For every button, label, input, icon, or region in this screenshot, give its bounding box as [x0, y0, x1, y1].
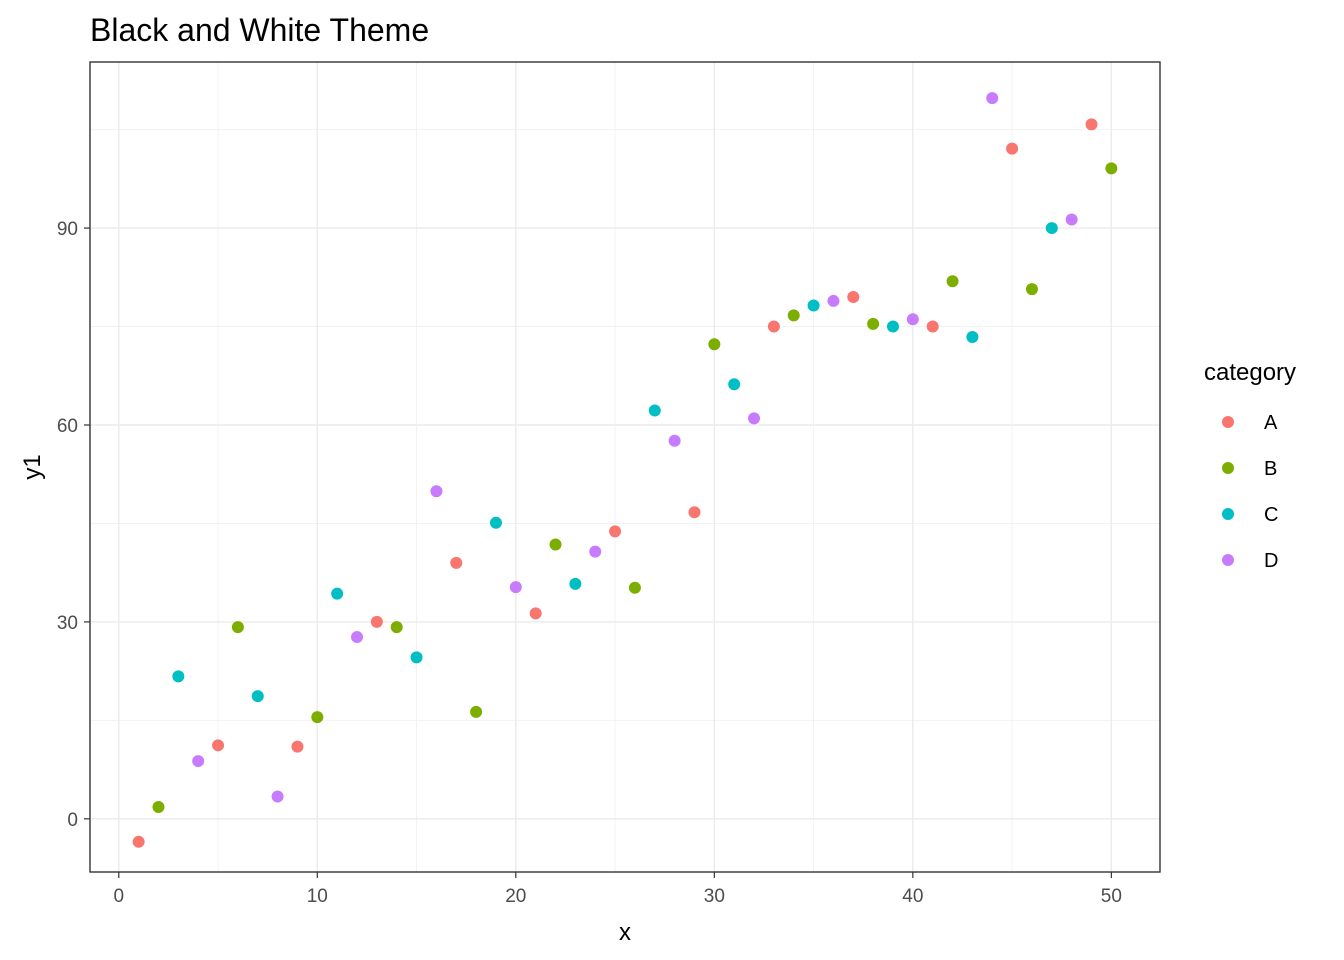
- data-point-b: [1105, 162, 1118, 175]
- data-point-c: [569, 577, 582, 590]
- data-point-c: [172, 670, 185, 683]
- data-point-c: [410, 651, 423, 664]
- y-tick-label: 60: [57, 416, 78, 437]
- legend-title: category: [1204, 359, 1296, 386]
- major-gridlines: [90, 62, 1160, 872]
- data-point-a: [291, 740, 304, 753]
- data-point-b: [628, 581, 641, 594]
- data-point-a: [529, 607, 542, 620]
- legend-label-a: A: [1264, 412, 1278, 434]
- x-tick-label: 30: [704, 886, 725, 907]
- legend-key-b: [1222, 462, 1234, 474]
- x-axis-title: x: [619, 919, 631, 946]
- data-points: [132, 92, 1118, 848]
- x-tick-label: 20: [505, 886, 526, 907]
- data-point-a: [1006, 142, 1019, 155]
- data-point-a: [688, 506, 701, 519]
- data-point-a: [370, 615, 383, 628]
- x-tick-label: 10: [307, 886, 328, 907]
- chart-title: Black and White Theme: [90, 12, 429, 48]
- legend-key-a: [1222, 416, 1234, 428]
- data-point-c: [251, 690, 264, 703]
- data-point-d: [906, 313, 919, 326]
- x-axis-ticks: 0 10 20 30 40 50: [113, 872, 1122, 907]
- data-point-a: [847, 290, 860, 303]
- y-axis-ticks: 0 30 60 90: [57, 219, 90, 831]
- data-point-b: [708, 338, 721, 351]
- data-point-b: [311, 711, 324, 724]
- y-tick-label: 90: [57, 219, 78, 240]
- minor-gridlines: [90, 62, 1160, 872]
- data-point-c: [728, 378, 741, 391]
- data-point-d: [827, 294, 840, 307]
- data-point-b: [152, 801, 165, 814]
- data-point-d: [668, 434, 681, 447]
- y-tick-label: 30: [57, 613, 78, 634]
- data-point-a: [767, 320, 780, 333]
- data-point-a: [212, 739, 225, 752]
- data-point-b: [1025, 283, 1038, 296]
- data-point-c: [886, 320, 899, 333]
- data-point-d: [589, 545, 602, 558]
- data-point-c: [648, 404, 661, 417]
- x-tick-label: 50: [1101, 886, 1122, 907]
- x-tick-label: 40: [902, 886, 923, 907]
- data-point-b: [787, 309, 800, 322]
- data-point-a: [132, 835, 145, 848]
- data-point-c: [1045, 222, 1058, 235]
- legend-key-c: [1222, 508, 1234, 520]
- data-point-b: [390, 621, 403, 634]
- y-tick-label: 0: [67, 810, 78, 831]
- data-point-d: [192, 755, 205, 768]
- data-point-d: [430, 485, 443, 498]
- data-point-a: [450, 556, 463, 569]
- data-point-b: [470, 705, 483, 718]
- data-point-d: [1065, 213, 1078, 226]
- x-tick-label: 0: [113, 886, 124, 907]
- data-point-c: [807, 299, 820, 312]
- panel-border: [89, 61, 1161, 873]
- legend-key-d: [1222, 554, 1234, 566]
- data-point-b: [867, 317, 880, 330]
- legend: category A B C D: [1204, 359, 1296, 572]
- data-point-d: [351, 631, 364, 644]
- data-point-a: [1085, 118, 1098, 131]
- data-point-d: [748, 412, 761, 425]
- legend-label-c: C: [1264, 504, 1278, 526]
- data-point-b: [946, 275, 959, 288]
- legend-label-b: B: [1264, 458, 1277, 480]
- data-point-c: [489, 516, 502, 529]
- data-point-a: [926, 320, 939, 333]
- data-point-d: [986, 92, 999, 105]
- data-point-d: [509, 581, 522, 594]
- data-point-c: [966, 331, 979, 344]
- legend-label-d: D: [1264, 550, 1278, 572]
- data-point-a: [609, 525, 622, 538]
- data-point-d: [271, 790, 284, 803]
- y-axis-title: y1: [19, 454, 46, 479]
- data-point-c: [331, 587, 344, 600]
- data-point-b: [231, 621, 244, 634]
- data-point-b: [549, 538, 562, 551]
